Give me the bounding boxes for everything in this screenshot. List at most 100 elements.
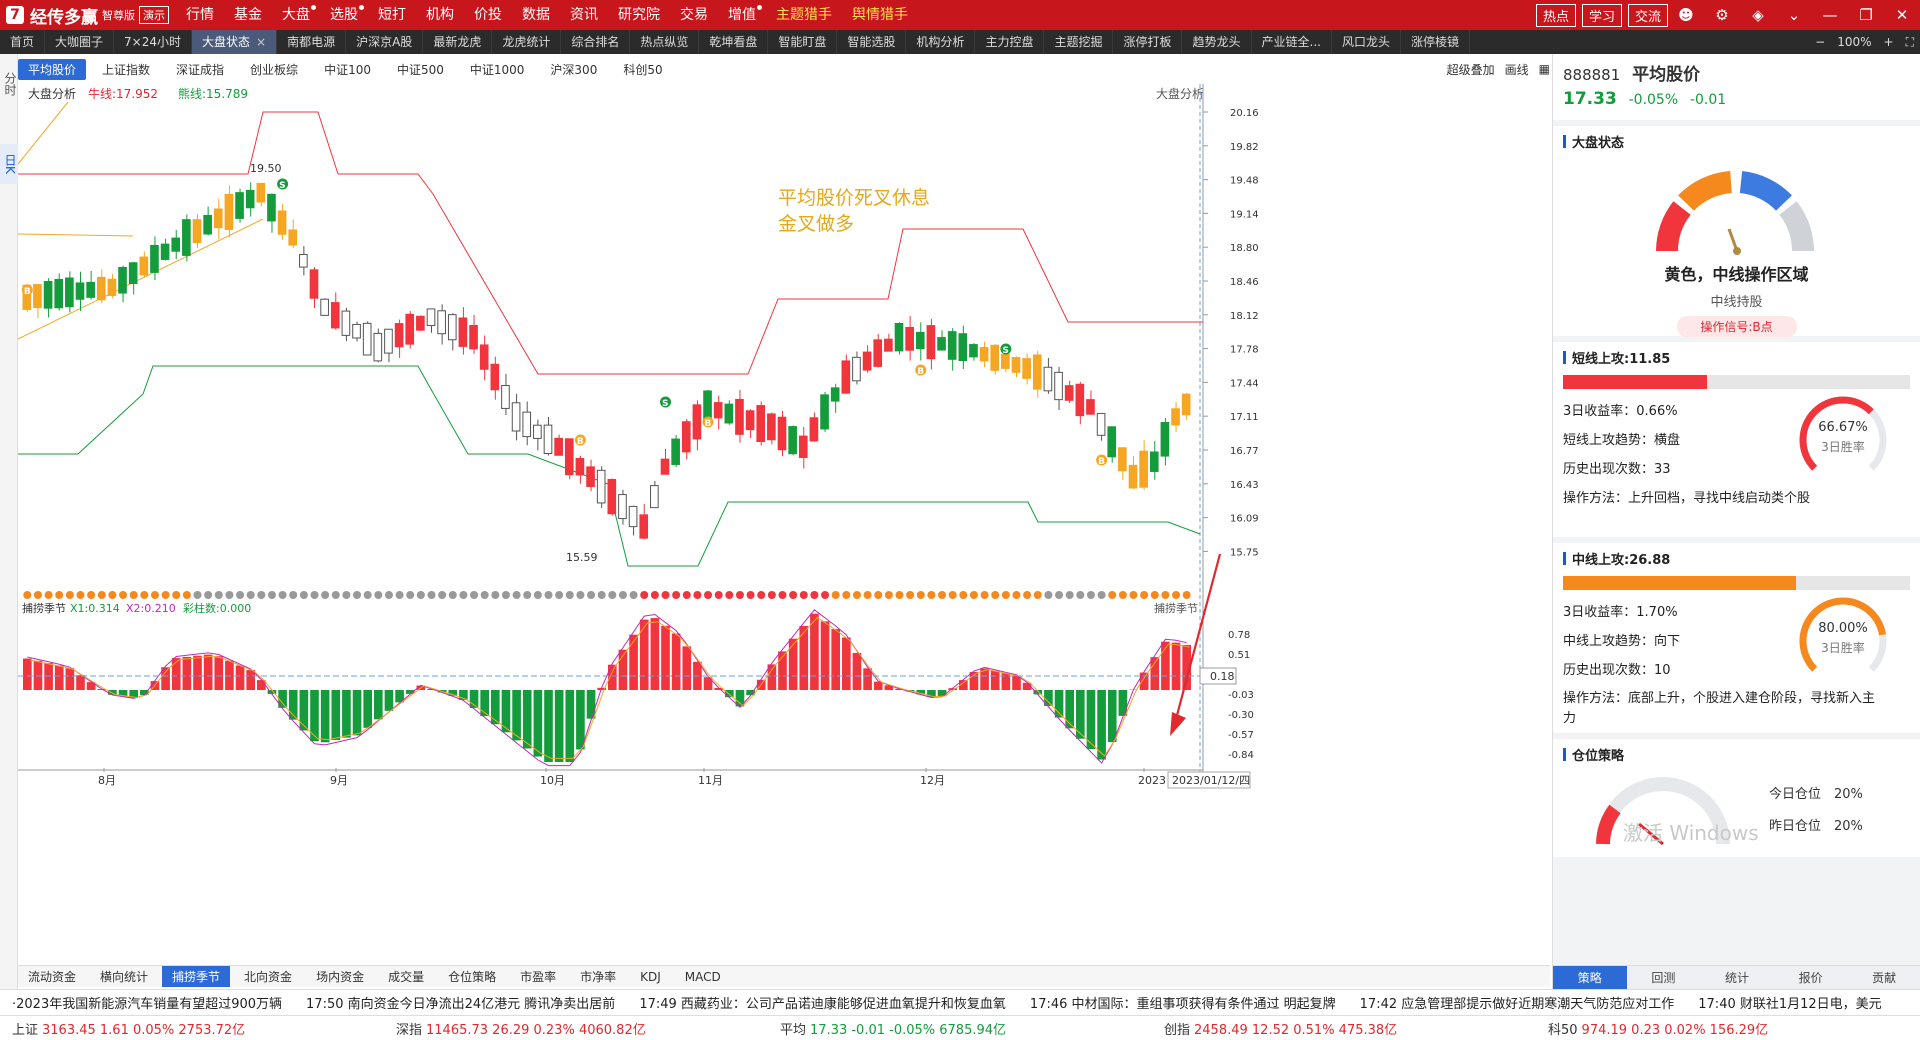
strategy-tab-0[interactable]: 策略 <box>1553 966 1627 989</box>
strategy-tab-3[interactable]: 报价 <box>1798 971 1823 985</box>
tab-19[interactable]: 风口龙头 <box>1332 30 1401 54</box>
close-icon[interactable]: ✕ <box>1895 6 1909 24</box>
menu-item-6[interactable]: 价投 <box>464 0 512 30</box>
news-item[interactable]: 17:46 中材国际：重组事项获得有条件通过 明起复牌 <box>1029 997 1336 1012</box>
indicator-tab-8[interactable]: 市净率 <box>580 970 617 984</box>
tab-4[interactable]: 南都电源 <box>277 30 347 54</box>
tab-1[interactable]: 大咖圈子 <box>45 30 115 54</box>
news-item[interactable]: 17:40 财联社1月12日电，美元 <box>1698 997 1882 1012</box>
index-tab-1[interactable]: 上证指数 <box>102 62 151 77</box>
index-tab-0[interactable]: 平均股价 <box>18 58 87 80</box>
minimize-icon[interactable]: — <box>1822 6 1838 24</box>
tab-5[interactable]: 沪深京A股 <box>346 30 424 54</box>
menu-item-8[interactable]: 资讯 <box>560 0 608 30</box>
tab-10[interactable]: 乾坤看盘 <box>699 30 769 54</box>
fullscreen-icon[interactable]: ⛶ <box>1905 34 1914 49</box>
news-item[interactable]: 17:50 南向资金今日净流出24亿港元 腾讯净卖出居前 <box>306 997 616 1012</box>
news-item[interactable]: 17:42 应急管理部提示做好近期寒潮天气防范应对工作 <box>1359 997 1675 1012</box>
tab-17[interactable]: 趋势龙头 <box>1182 30 1252 54</box>
tab-7[interactable]: 龙虎统计 <box>492 30 562 54</box>
indicator-tab-0[interactable]: 流动资金 <box>28 970 77 984</box>
settings-icon[interactable]: ⚙ <box>1715 6 1729 24</box>
sub-indicator-label[interactable]: 捕捞季节 <box>22 601 66 615</box>
tab-9[interactable]: 热点纵览 <box>630 30 700 54</box>
tab-0[interactable]: 首页 <box>0 30 46 54</box>
skin-icon[interactable]: ◈ <box>1752 6 1764 24</box>
indicator-tab-1[interactable]: 横向统计 <box>100 970 149 984</box>
strategy-tab-4[interactable]: 贡献 <box>1872 971 1897 985</box>
draw-line-button[interactable]: 画线 <box>1504 62 1529 77</box>
kline-chart-svg[interactable]: 大盘分析 牛线:17.952 熊线:15.789 大盘分析 平均股价死叉休息 金… <box>17 84 1550 964</box>
news-item[interactable]: ·2023年我国新能源汽车销量有望超过900万辆 <box>12 997 283 1012</box>
menu-highlight-1[interactable]: 舆情猎手 <box>852 7 908 23</box>
stock-code: 888881 <box>1563 66 1621 84</box>
menu-item-0[interactable]: 行情 <box>176 0 224 30</box>
period-tab-0[interactable]: 分时 <box>3 72 17 96</box>
index-tab-6[interactable]: 中证1000 <box>469 62 525 77</box>
indicator-tab-3[interactable]: 北向资金 <box>244 970 293 984</box>
menu-item-1[interactable]: 基金 <box>224 0 272 30</box>
top-link-0[interactable]: 热点 <box>1535 3 1576 27</box>
indicator-tab-6[interactable]: 仓位策略 <box>448 970 497 984</box>
tab-13[interactable]: 机构分析 <box>906 30 976 54</box>
index-quote-4[interactable]: 科50 974.19 0.23 0.02% 156.29亿 <box>1536 1019 1920 1038</box>
tab-12[interactable]: 智能选股 <box>837 30 907 54</box>
tab-8[interactable]: 综合排名 <box>561 30 631 54</box>
main-indicator-label[interactable]: 大盘分析 <box>28 86 76 101</box>
strategy-tab-2[interactable]: 统计 <box>1724 971 1749 985</box>
menu-item-4[interactable]: 短打 <box>368 0 416 30</box>
indicator-tab-10[interactable]: MACD <box>684 969 721 984</box>
index-tab-7[interactable]: 沪深300 <box>550 62 598 77</box>
tab-20[interactable]: 涨停棱镜 <box>1401 30 1470 54</box>
index-quote-1[interactable]: 深指 11465.73 26.29 0.23% 4060.82亿 <box>384 1019 768 1038</box>
menu-item-2[interactable]: 大盘 <box>272 0 320 30</box>
index-tab-8[interactable]: 科创50 <box>623 62 663 77</box>
tab-18[interactable]: 产业链全... <box>1252 30 1332 54</box>
indicator-tab-9[interactable]: KDJ <box>640 969 661 984</box>
index-tab-3[interactable]: 创业板综 <box>250 62 299 77</box>
split-view-icon[interactable]: ▦ <box>1538 62 1550 76</box>
chart-area[interactable]: 大盘分析 牛线:17.952 熊线:15.789 大盘分析 平均股价死叉休息 金… <box>17 84 1550 984</box>
app-logo[interactable]: 7 经传多赢 智尊版 演示 <box>0 0 176 30</box>
index-tab-2[interactable]: 深证成指 <box>176 62 225 77</box>
strategy-tab-1[interactable]: 回测 <box>1651 971 1676 985</box>
tab-6[interactable]: 最新龙虎 <box>423 30 493 54</box>
status-dot <box>1001 591 1010 599</box>
maximize-icon[interactable]: ❐ <box>1859 6 1873 24</box>
super-overlay-button[interactable]: 超级叠加 <box>1446 62 1495 77</box>
indicator-tab-4[interactable]: 场内资金 <box>316 970 365 984</box>
dropdown-icon[interactable]: ⌄ <box>1787 6 1801 24</box>
menu-highlight-0[interactable]: 主题猎手 <box>776 7 832 23</box>
indicator-tab-2[interactable]: 捕捞季节 <box>162 966 231 987</box>
status-dot <box>597 591 606 599</box>
index-tab-4[interactable]: 中证100 <box>324 62 371 77</box>
menu-item-11[interactable]: 增值 <box>718 0 766 30</box>
tab-3[interactable]: 大盘状态 × <box>192 30 278 54</box>
candle <box>1011 356 1021 378</box>
news-item[interactable]: 17:49 西藏药业：公司产品诺迪康能够促进血氧提升和恢复血氧 <box>639 997 1006 1012</box>
tab-14[interactable]: 主力控盘 <box>975 30 1045 54</box>
menu-item-7[interactable]: 数据 <box>512 0 560 30</box>
tab-11[interactable]: 智能盯盘 <box>768 30 838 54</box>
menu-item-5[interactable]: 机构 <box>416 0 464 30</box>
tab-16[interactable]: 涨停打板 <box>1113 30 1183 54</box>
zoom-out-icon[interactable]: − <box>1815 35 1826 49</box>
tab-2[interactable]: 7×24小时 <box>114 30 192 54</box>
top-link-1[interactable]: 学习 <box>1581 3 1622 27</box>
indicator-tab-5[interactable]: 成交量 <box>388 970 425 984</box>
top-link-2[interactable]: 交流 <box>1627 3 1668 27</box>
period-tab-1[interactable]: 日K <box>0 144 18 184</box>
indicator-tab-7[interactable]: 市盈率 <box>520 970 557 984</box>
candle <box>224 185 234 238</box>
user-icon[interactable]: ☻ <box>1678 6 1694 24</box>
close-tab-icon[interactable]: × <box>256 35 267 49</box>
menu-item-10[interactable]: 交易 <box>670 0 718 30</box>
index-quote-0[interactable]: 上证 3163.45 1.61 0.05% 2753.72亿 <box>0 1019 384 1038</box>
index-quote-2[interactable]: 平均 17.33 -0.01 -0.05% 6785.94亿 <box>768 1019 1152 1038</box>
tab-15[interactable]: 主题挖掘 <box>1044 30 1114 54</box>
menu-item-3[interactable]: 选股 <box>320 0 368 30</box>
index-quote-3[interactable]: 创指 2458.49 12.52 0.51% 475.38亿 <box>1152 1019 1536 1038</box>
index-tab-5[interactable]: 中证500 <box>396 62 444 77</box>
zoom-in-icon[interactable]: + <box>1883 35 1894 49</box>
menu-item-9[interactable]: 研究院 <box>608 0 670 30</box>
